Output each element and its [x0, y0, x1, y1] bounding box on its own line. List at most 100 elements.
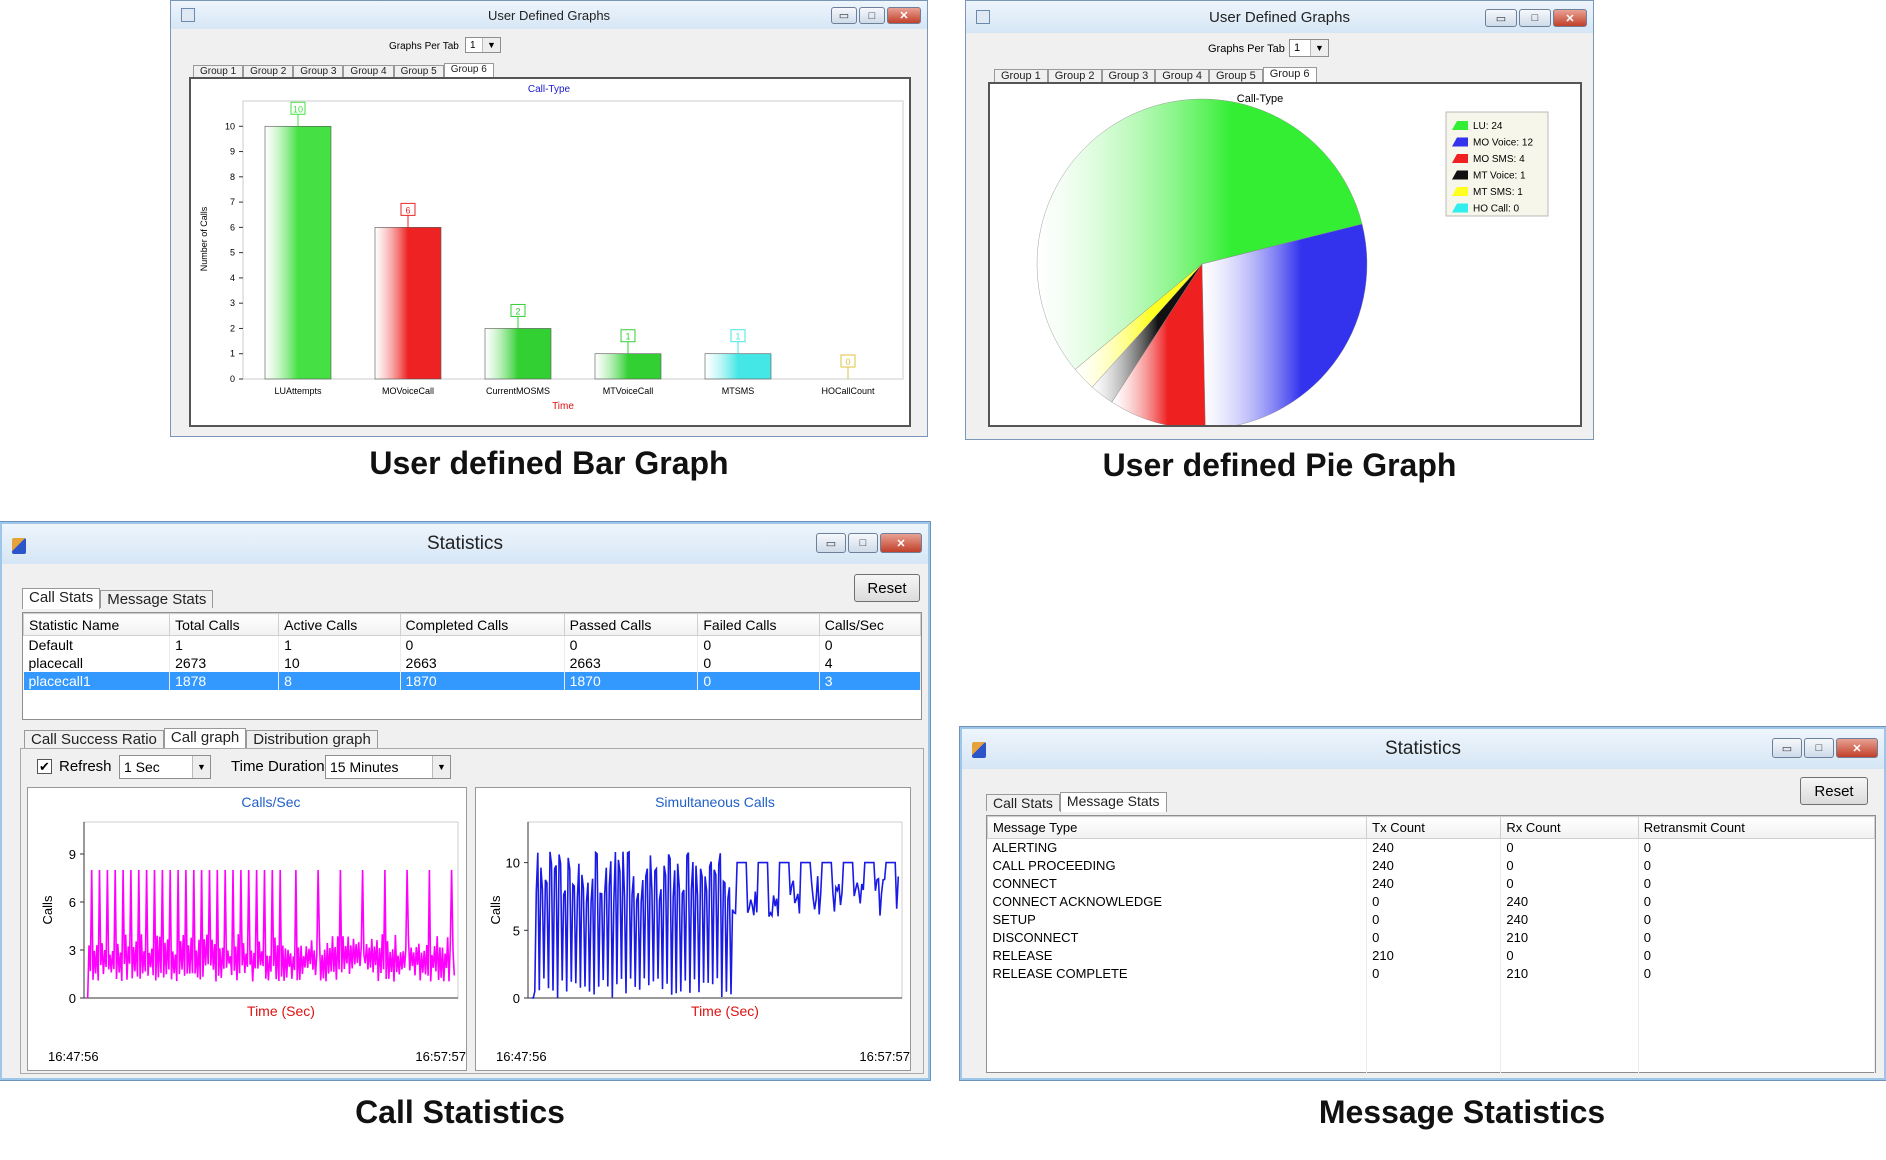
- tab-group-5[interactable]: Group 5: [1209, 69, 1263, 82]
- tab-distribution-graph[interactable]: Distribution graph: [246, 730, 378, 748]
- tab-group-1[interactable]: Group 1: [193, 65, 244, 77]
- time-duration-select[interactable]: 15 Minutes ▼: [325, 755, 451, 779]
- maximize-button[interactable]: □: [1519, 9, 1551, 27]
- table-cell: 0: [1500, 856, 1639, 875]
- refresh-interval-select[interactable]: 1 Sec ▼: [119, 755, 211, 779]
- refresh-checkbox[interactable]: ✔: [37, 759, 52, 774]
- y-tick-label: 9: [69, 847, 76, 862]
- refresh-interval-value: 1 Sec: [124, 759, 160, 775]
- table-row[interactable]: placecall1 1878 8 1870 1870 0 3: [23, 671, 922, 690]
- close-button[interactable]: ✕: [1836, 738, 1878, 758]
- maximize-button[interactable]: □: [859, 7, 885, 24]
- close-button[interactable]: ✕: [887, 7, 921, 24]
- reset-button[interactable]: Reset: [1800, 777, 1868, 805]
- column-header[interactable]: Total Calls: [169, 613, 280, 636]
- maximize-button[interactable]: □: [1804, 738, 1834, 758]
- minimize-button[interactable]: ▭: [831, 7, 857, 24]
- table-cell: 210: [1500, 964, 1639, 983]
- table-cell: 2663: [400, 653, 565, 672]
- table-row[interactable]: ALERTING 240 0 0: [987, 838, 1876, 857]
- column-header[interactable]: Tx Count: [1366, 816, 1502, 839]
- table-cell: [987, 982, 1368, 1001]
- reset-button[interactable]: Reset: [854, 574, 920, 602]
- y-tick-label: 4: [230, 273, 235, 283]
- tab-group-3[interactable]: Group 3: [293, 65, 344, 77]
- tab-call-stats[interactable]: Call Stats: [986, 794, 1060, 811]
- data-label: 10: [293, 104, 303, 114]
- tab-message-stats[interactable]: Message Stats: [1059, 792, 1167, 812]
- y-tick-label: 7: [230, 197, 235, 207]
- data-label: 1: [735, 332, 740, 342]
- tab-message-stats[interactable]: Message Stats: [100, 590, 214, 608]
- minimize-button[interactable]: ▭: [816, 533, 846, 553]
- table-cell: 240: [1366, 856, 1502, 875]
- chart-title: Call-Type: [528, 84, 571, 95]
- table-cell: 2673: [169, 653, 280, 672]
- graphs-per-tab-label: Graphs Per Tab: [389, 41, 459, 52]
- tab-group-5[interactable]: Group 5: [393, 65, 444, 77]
- column-header[interactable]: Completed Calls: [399, 613, 565, 636]
- close-button[interactable]: ✕: [880, 533, 922, 553]
- tab-group-3[interactable]: Group 3: [1101, 69, 1156, 82]
- graphs-per-tab-select[interactable]: 1 ▼: [465, 37, 501, 53]
- table-cell: 0: [1638, 874, 1876, 893]
- column-header[interactable]: Failed Calls: [697, 613, 820, 636]
- minimize-button[interactable]: ▭: [1485, 9, 1517, 27]
- column-header[interactable]: Active Calls: [278, 613, 401, 636]
- table-row[interactable]: CALL PROCEEDING 240 0 0: [987, 856, 1876, 875]
- table-cell: 0: [1638, 928, 1876, 947]
- tab-group-4[interactable]: Group 4: [1155, 69, 1209, 82]
- table-row[interactable]: SETUP 0 240 0: [987, 910, 1876, 929]
- table-cell: 0: [1638, 856, 1876, 875]
- data-label: 0: [845, 357, 850, 367]
- legend-entry: MT SMS: 1: [1473, 187, 1523, 198]
- column-header[interactable]: Rx Count: [1500, 816, 1639, 839]
- empty-row: [987, 1000, 1876, 1019]
- tab-call-success-ratio[interactable]: Call Success Ratio: [24, 730, 164, 748]
- maximize-button[interactable]: □: [848, 533, 878, 553]
- title-bar: User Defined Graphs ▭ □ ✕: [966, 1, 1593, 33]
- chevron-down-icon: ▼: [1310, 40, 1328, 56]
- column-header[interactable]: Calls/Sec: [818, 613, 922, 636]
- legend-swatch: [1452, 154, 1468, 163]
- table-cell: DISCONNECT: [987, 928, 1368, 947]
- tab-group-2[interactable]: Group 2: [1047, 69, 1102, 82]
- series-line: [531, 850, 900, 999]
- bar-mtvoicecall: [594, 353, 662, 380]
- table-row[interactable]: DISCONNECT 0 210 0: [987, 928, 1876, 947]
- tab-group-4[interactable]: Group 4: [343, 65, 394, 77]
- table-cell: [1500, 1054, 1639, 1073]
- table-row[interactable]: RELEASE COMPLETE 0 210 0: [987, 964, 1876, 983]
- tab-group-6[interactable]: Group 6: [443, 63, 494, 78]
- y-tick-label: 3: [69, 943, 76, 958]
- y-tick-label: 3: [230, 298, 235, 308]
- table-row[interactable]: CONNECT ACKNOWLEDGE 0 240 0: [987, 892, 1876, 911]
- y-tick-label: 0: [513, 991, 520, 1006]
- tab-group-2[interactable]: Group 2: [243, 65, 294, 77]
- tab-group-6[interactable]: Group 6: [1262, 67, 1317, 83]
- table-header-row: Message Type Tx Count Rx Count Retransmit C…: [986, 816, 1876, 839]
- table-row[interactable]: CONNECT 240 0 0: [987, 874, 1876, 893]
- table-cell: RELEASE COMPLETE: [987, 964, 1368, 983]
- table-row[interactable]: placecall 2673 10 2663 2663 0 4: [23, 653, 922, 672]
- column-header[interactable]: Statistic Name: [22, 613, 171, 636]
- table-cell: Default: [23, 635, 171, 654]
- column-header[interactable]: Message Type: [986, 816, 1368, 839]
- simultaneous-calls-graph: Simultaneous Calls 0 5 10 Calls Time (Sec) 16:…: [475, 787, 911, 1071]
- minimize-button[interactable]: ▭: [1772, 738, 1802, 758]
- table-cell: 0: [1638, 838, 1876, 857]
- title-bar: Statistics ▭ □ ✕: [962, 729, 1884, 769]
- tab-call-graph[interactable]: Call graph: [163, 728, 247, 749]
- close-button[interactable]: ✕: [1553, 9, 1587, 27]
- y-tick-label: 6: [69, 895, 76, 910]
- column-header[interactable]: Passed Calls: [563, 613, 699, 636]
- stats-tabs: Call Stats Message Stats: [22, 586, 214, 609]
- tab-call-stats[interactable]: Call Stats: [22, 588, 101, 609]
- column-header[interactable]: Retransmit Count: [1637, 816, 1876, 839]
- table-cell: 0: [1500, 946, 1639, 965]
- pie-slice-mt-sms: [1074, 263, 1203, 388]
- table-row[interactable]: Default 1 1 0 0 0 0: [23, 635, 922, 654]
- tab-group-1[interactable]: Group 1: [994, 69, 1048, 82]
- graphs-per-tab-select[interactable]: 1 ▼: [1289, 39, 1329, 57]
- table-row[interactable]: RELEASE 210 0 0: [987, 946, 1876, 965]
